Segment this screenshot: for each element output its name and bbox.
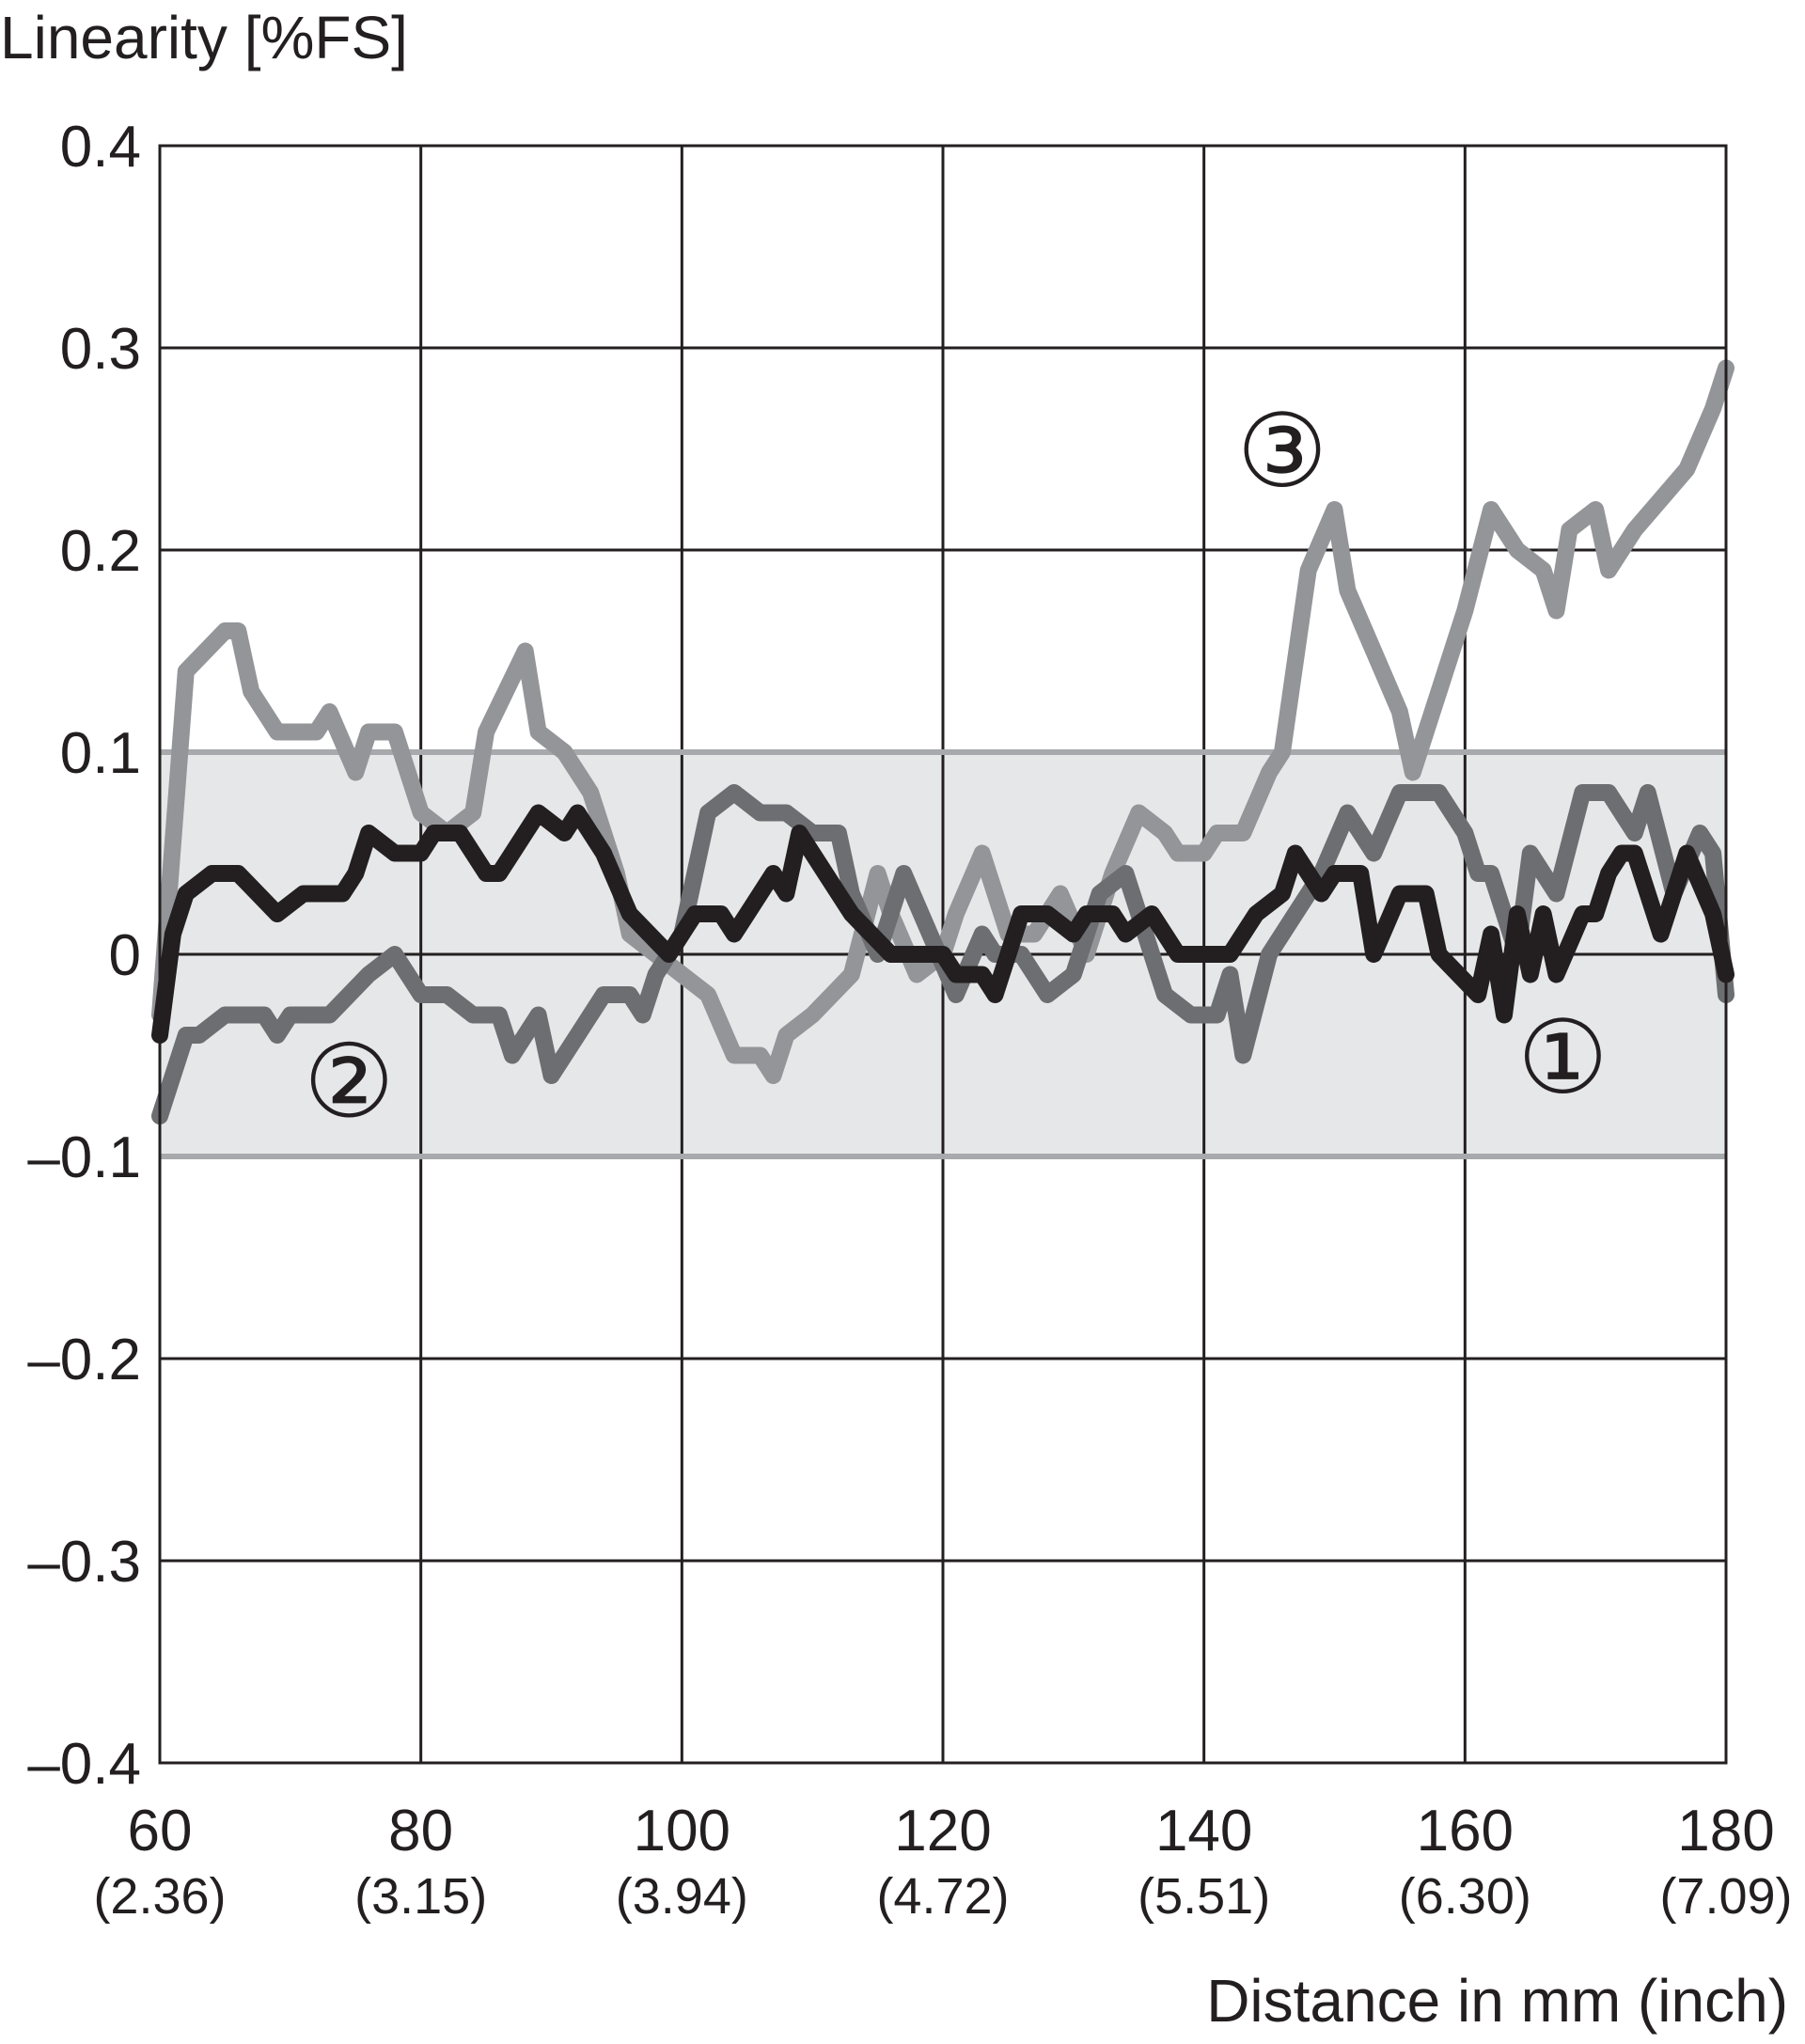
y-tick-label: 0.3 [60,317,141,382]
x-tick-sublabel: (4.72) [876,1868,1009,1925]
x-tick-sublabel: (6.30) [1399,1868,1531,1925]
x-tick-sublabel: (3.94) [616,1868,748,1925]
x-tick-sublabel: (5.51) [1138,1868,1270,1925]
plot-frame-layer [158,144,1728,1765]
series-marker-label: ① [1517,1000,1609,1114]
y-tick-label: –0.2 [27,1328,141,1392]
y-tick-label: 0.1 [60,721,141,786]
x-axis-title: Distance in mm (inch) [1206,1967,1788,2035]
y-tick-label: 0 [109,923,141,988]
series-layer [151,359,1734,1124]
x-tick-label: 160 [1417,1799,1514,1863]
x-tick-label: 180 [1677,1799,1774,1863]
x-tick-sublabel: (3.15) [354,1868,487,1925]
y-tick-label: 0.4 [60,115,141,180]
x-tick-sublabel: (2.36) [93,1868,226,1925]
series-marker-label: ③ [1237,394,1328,508]
y-tick-label: –0.3 [27,1530,141,1595]
series-line [151,784,1734,1124]
series-line [151,804,1734,1044]
x-tick-label: 120 [894,1799,991,1863]
y-tick-label: –0.4 [27,1732,141,1797]
y-axis-title: Linearity [%FS] [0,4,408,71]
y-tick-label: –0.1 [27,1125,141,1190]
series-marker-layer: ③ ② ① [304,394,1609,1139]
x-tick-label: 140 [1155,1799,1252,1863]
tick-label-layer: 0.40.30.20.10–0.1–0.2–0.3–0.460(2.36)80(… [27,115,1792,1925]
series-marker-label: ② [304,1025,395,1139]
plot-frame [158,144,1728,1765]
x-tick-sublabel: (7.09) [1659,1868,1792,1925]
series-line [151,359,1734,1084]
y-tick-label: 0.2 [60,519,141,584]
x-tick-label: 100 [634,1799,730,1863]
x-tick-label: 80 [388,1799,453,1863]
x-tick-label: 60 [128,1799,193,1863]
